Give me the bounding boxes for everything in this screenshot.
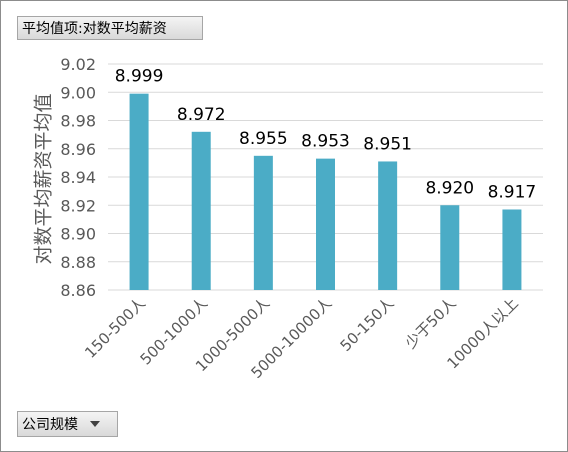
axis-field-button[interactable]: 公司规模 xyxy=(17,411,118,437)
y-tick-label: 9.02 xyxy=(60,55,96,74)
y-tick-label: 8.92 xyxy=(60,196,96,215)
y-tick-label: 8.98 xyxy=(60,112,96,131)
value-field-button[interactable]: 平均值项:对数平均薪资 xyxy=(17,16,203,40)
y-tick-label: 8.90 xyxy=(60,225,96,244)
data-label: 8.917 xyxy=(488,182,537,202)
x-tick-label: 50-150人 xyxy=(337,294,398,355)
bar xyxy=(191,131,211,290)
y-tick-label: 8.94 xyxy=(60,168,96,187)
bar xyxy=(440,205,460,290)
axis-field-label: 公司规模 xyxy=(22,417,78,433)
bar xyxy=(316,158,335,290)
dropdown-arrow-icon[interactable] xyxy=(90,421,100,427)
x-tick-label: 少于50人 xyxy=(402,294,460,352)
bar xyxy=(378,161,398,290)
y-tick-label: 9.00 xyxy=(60,83,96,102)
data-label: 8.972 xyxy=(177,105,226,125)
y-tick-label: 8.96 xyxy=(60,140,96,159)
data-label: 8.920 xyxy=(425,178,474,198)
data-label: 8.999 xyxy=(115,67,164,87)
data-label: 8.953 xyxy=(301,132,350,152)
y-tick-label: 8.88 xyxy=(60,253,96,272)
y-tick-label: 8.86 xyxy=(60,281,96,300)
data-label: 8.951 xyxy=(363,134,412,154)
bar xyxy=(253,155,273,290)
bar xyxy=(502,209,522,290)
bar xyxy=(129,93,149,290)
value-field-label: 平均值项:对数平均薪资 xyxy=(22,21,167,37)
data-label: 8.955 xyxy=(239,129,288,149)
x-tick-label: 150-500人 xyxy=(81,294,149,362)
